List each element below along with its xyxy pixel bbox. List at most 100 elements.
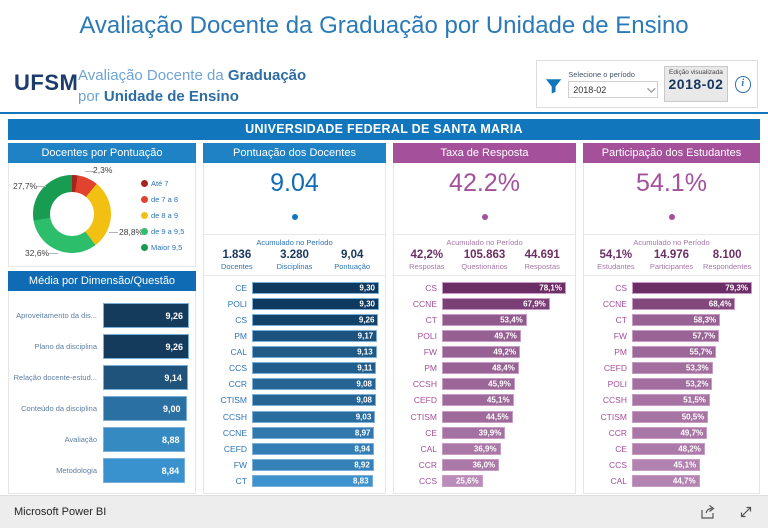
unit-bar-row[interactable]: POLI 9,30 xyxy=(206,297,379,311)
unit-bar-row[interactable]: CAL 44,7% xyxy=(586,474,753,488)
unit-bar-row[interactable]: CS 79,3% xyxy=(586,281,753,295)
legend-item[interactable]: Até 7 xyxy=(141,175,184,191)
unit-bar[interactable]: 9,13 xyxy=(252,346,377,359)
unit-bar-row[interactable]: CT 53,4% xyxy=(396,313,569,327)
unit-bar[interactable]: 50,5% xyxy=(632,410,709,423)
unit-bar-row[interactable]: FW 57,7% xyxy=(586,329,753,343)
unit-bar-row[interactable]: CTISM 44,5% xyxy=(396,410,569,424)
unit-bar[interactable]: 49,7% xyxy=(632,426,708,439)
media-bar[interactable]: 8,88 xyxy=(103,427,186,452)
unit-bar[interactable]: 48,4% xyxy=(442,362,519,375)
unit-bar[interactable]: 49,2% xyxy=(442,346,521,359)
unit-bar[interactable]: 49,7% xyxy=(442,330,521,343)
unit-bar-row[interactable]: CE 9,30 xyxy=(206,281,379,295)
unit-bar[interactable]: 67,9% xyxy=(442,298,550,311)
media-bar[interactable]: 9,26 xyxy=(103,303,189,328)
media-bar[interactable]: 9,26 xyxy=(103,334,189,359)
unit-bar-row[interactable]: PM 48,4% xyxy=(396,361,569,375)
unit-bar-row[interactable]: CS 78,1% xyxy=(396,281,569,295)
unit-bar[interactable]: 8,83 xyxy=(252,474,373,487)
share-icon[interactable] xyxy=(700,504,716,520)
unit-bar[interactable]: 57,7% xyxy=(632,330,720,343)
unit-bar-row[interactable]: CCSH 51,5% xyxy=(586,393,753,407)
unit-bar[interactable]: 44,5% xyxy=(442,410,513,423)
unit-bar-row[interactable]: POLI 49,7% xyxy=(396,329,569,343)
unit-bar-row[interactable]: CTISM 50,5% xyxy=(586,410,753,424)
info-icon[interactable]: i xyxy=(734,75,751,93)
media-bar[interactable]: 9,00 xyxy=(103,396,187,421)
unit-bar-row[interactable]: PM 9,17 xyxy=(206,329,379,343)
unit-bar[interactable]: 36,9% xyxy=(442,442,501,455)
unit-bar[interactable]: 39,9% xyxy=(442,426,506,439)
unit-bar[interactable]: 9,08 xyxy=(252,394,376,407)
media-bar-row[interactable]: Relação docente-estud... 9,14 xyxy=(13,365,189,390)
unit-bar-row[interactable]: CCS 9,11 xyxy=(206,361,379,375)
unit-bar-row[interactable]: POLI 53,2% xyxy=(586,377,753,391)
unit-bar[interactable]: 53,2% xyxy=(632,378,713,391)
powerbi-brand-link[interactable]: Microsoft Power BI xyxy=(14,506,107,518)
unit-bar[interactable]: 58,3% xyxy=(632,314,721,327)
legend-item[interactable]: de 8 a 9 xyxy=(141,207,184,223)
unit-bar-row[interactable]: CT 58,3% xyxy=(586,313,753,327)
media-bar-row[interactable]: Aproveitamento da dis... 9,26 xyxy=(13,303,189,328)
legend-item[interactable]: de 7 a 8 xyxy=(141,191,184,207)
unit-bar[interactable]: 78,1% xyxy=(442,282,566,295)
unit-bar-row[interactable]: CEFD 45,1% xyxy=(396,393,569,407)
media-bar[interactable]: 8,84 xyxy=(103,458,186,483)
unit-bar[interactable]: 9,30 xyxy=(252,298,379,311)
unit-bar-row[interactable]: CT 8,83 xyxy=(206,474,379,488)
docentes-pontuacao-donut[interactable] xyxy=(33,175,111,253)
unit-bar[interactable]: 48,2% xyxy=(632,442,705,455)
period-select[interactable]: 2018-02 xyxy=(568,81,659,98)
unit-bar-row[interactable]: CTISM 9,08 xyxy=(206,393,379,407)
unit-bar-row[interactable]: CAL 36,9% xyxy=(396,442,569,456)
media-bar-row[interactable]: Metodologia 8,84 xyxy=(13,458,189,483)
unit-bar[interactable]: 45,1% xyxy=(442,394,514,407)
unit-bar[interactable]: 79,3% xyxy=(632,282,752,295)
unit-bar-row[interactable]: FW 8,92 xyxy=(206,458,379,472)
unit-bar[interactable]: 53,4% xyxy=(442,314,527,327)
unit-bar[interactable]: 36,0% xyxy=(442,458,500,471)
unit-bar-row[interactable]: CCS 25,6% xyxy=(396,474,569,488)
filter-funnel-icon[interactable] xyxy=(545,77,562,95)
unit-bar[interactable]: 8,92 xyxy=(252,458,374,471)
media-bar-row[interactable]: Avaliação 8,88 xyxy=(13,427,189,452)
unit-bar-row[interactable]: CAL 9,13 xyxy=(206,345,379,359)
unit-bar-row[interactable]: CE 39,9% xyxy=(396,426,569,440)
media-bar-row[interactable]: Conteúdo da disciplina 9,00 xyxy=(13,396,189,421)
unit-bar-row[interactable]: PM 55,7% xyxy=(586,345,753,359)
unit-bar[interactable]: 9,08 xyxy=(252,378,376,391)
unit-bar-row[interactable]: CEFD 53,3% xyxy=(586,361,753,375)
unit-bar[interactable]: 9,26 xyxy=(252,314,379,327)
fullscreen-icon[interactable] xyxy=(738,504,754,520)
unit-bar[interactable]: 45,1% xyxy=(632,458,701,471)
unit-bar[interactable]: 9,03 xyxy=(252,410,376,423)
unit-bar-row[interactable]: CCR 9,08 xyxy=(206,377,379,391)
unit-bar-row[interactable]: CCR 49,7% xyxy=(586,426,753,440)
unit-bar[interactable]: 68,4% xyxy=(632,298,736,311)
unit-bar[interactable]: 9,11 xyxy=(252,362,377,375)
unit-bar[interactable]: 25,6% xyxy=(442,474,483,487)
media-bar[interactable]: 9,14 xyxy=(103,365,188,390)
unit-bar-row[interactable]: CE 48,2% xyxy=(586,442,753,456)
unit-bar[interactable]: 44,7% xyxy=(632,474,700,487)
legend-item[interactable]: de 9 a 9,5 xyxy=(141,223,184,239)
unit-bar[interactable]: 51,5% xyxy=(632,394,710,407)
unit-bar[interactable]: 55,7% xyxy=(632,346,717,359)
unit-bar-row[interactable]: CCR 36,0% xyxy=(396,458,569,472)
unit-bar-row[interactable]: CCNE 8,97 xyxy=(206,426,379,440)
unit-bar-row[interactable]: CCS 45,1% xyxy=(586,458,753,472)
unit-bar-row[interactable]: CCSH 45,9% xyxy=(396,377,569,391)
unit-bar-row[interactable]: CCNE 68,4% xyxy=(586,297,753,311)
legend-item[interactable]: Maior 9,5 xyxy=(141,239,184,255)
unit-bar[interactable]: 45,9% xyxy=(442,378,515,391)
unit-bar-row[interactable]: CEFD 8,94 xyxy=(206,442,379,456)
unit-bar-row[interactable]: CS 9,26 xyxy=(206,313,379,327)
unit-bar-row[interactable]: CCNE 67,9% xyxy=(396,297,569,311)
unit-bar-row[interactable]: FW 49,2% xyxy=(396,345,569,359)
unit-bar[interactable]: 8,97 xyxy=(252,426,375,439)
unit-bar[interactable]: 8,94 xyxy=(252,442,375,455)
unit-bar[interactable]: 9,17 xyxy=(252,330,378,343)
media-bar-row[interactable]: Plano da disciplina 9,26 xyxy=(13,334,189,359)
unit-bar[interactable]: 9,30 xyxy=(252,282,379,295)
